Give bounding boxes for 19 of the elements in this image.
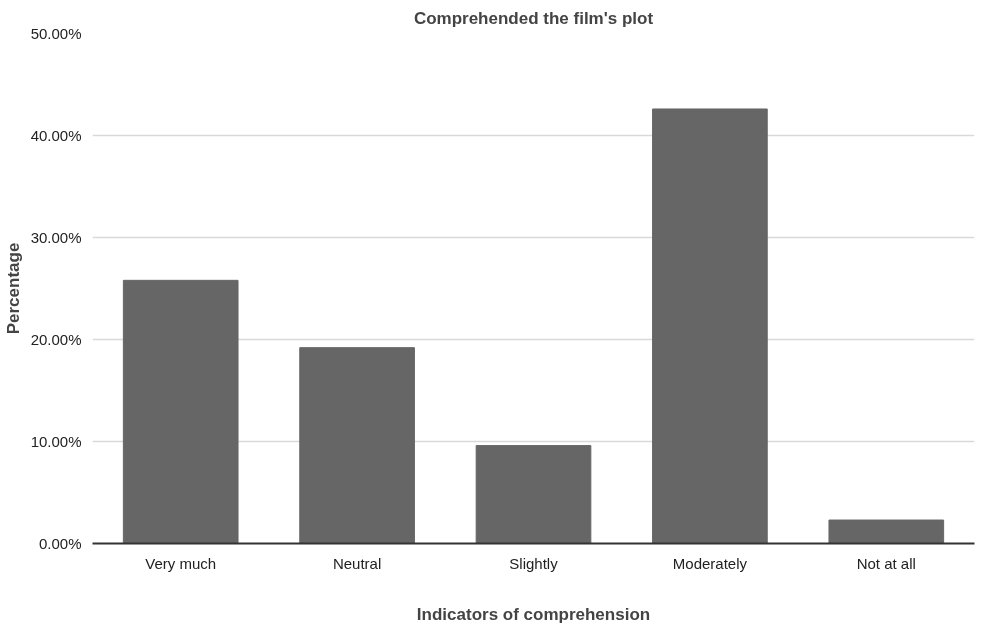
chart-title: Comprehended the film's plot: [413, 8, 654, 28]
y-tick-label: 40.00%: [30, 127, 82, 144]
bar: [652, 108, 768, 544]
x-axis-title: Indicators of comprehension: [416, 604, 651, 624]
x-tick-label: Moderately: [672, 554, 748, 572]
y-tick-label: 50.00%: [30, 25, 82, 42]
bar: [475, 445, 592, 544]
bar: [299, 347, 415, 544]
y-tick-label: 10.00%: [30, 433, 82, 450]
bar: [122, 279, 239, 544]
x-tick-label: Neutral: [332, 554, 382, 572]
x-tick-label: Not at all: [856, 554, 916, 572]
x-tick-label: Slightly: [509, 554, 559, 572]
y-tick-label: 20.00%: [30, 331, 82, 348]
y-tick-label: 0.00%: [38, 535, 82, 552]
bar: [828, 519, 945, 544]
y-axis-title: Percentage: [3, 242, 23, 335]
x-tick-label: Very much: [145, 554, 217, 572]
y-tick-label: 30.00%: [30, 229, 82, 246]
